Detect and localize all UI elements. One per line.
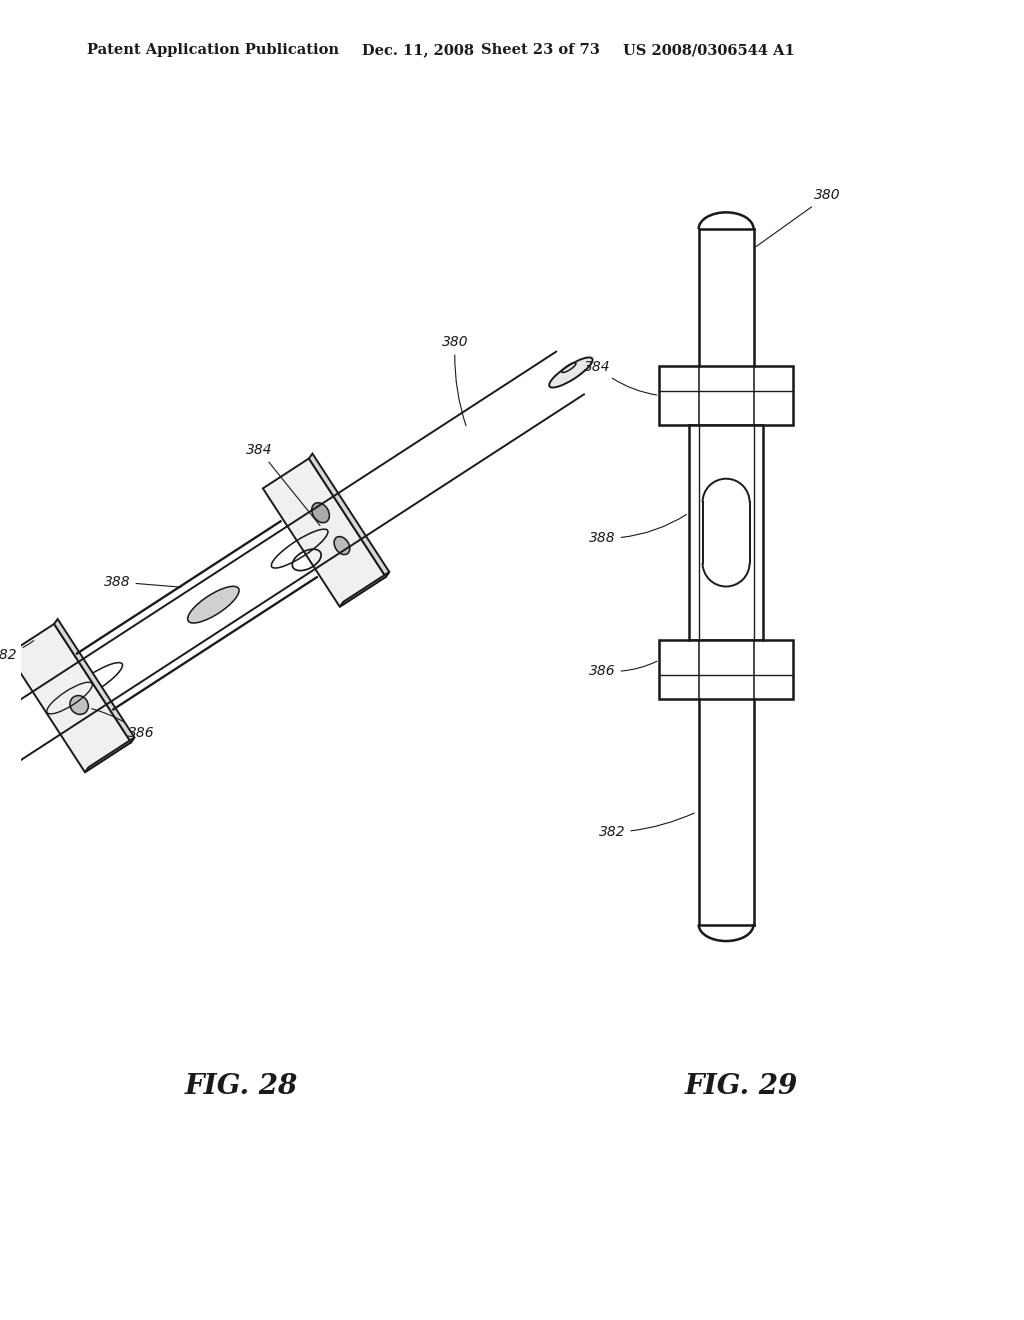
Polygon shape xyxy=(309,454,389,577)
Text: 388: 388 xyxy=(103,576,181,589)
Bar xyxy=(659,640,793,700)
Text: FIG. 28: FIG. 28 xyxy=(184,1073,298,1100)
Text: 384: 384 xyxy=(246,444,321,525)
Text: Sheet 23 of 73: Sheet 23 of 73 xyxy=(481,44,600,58)
Polygon shape xyxy=(85,738,134,772)
Text: Dec. 11, 2008: Dec. 11, 2008 xyxy=(361,44,473,58)
Text: 380: 380 xyxy=(756,189,841,247)
Ellipse shape xyxy=(311,503,330,523)
Text: 384: 384 xyxy=(584,360,656,395)
Text: Patent Application Publication: Patent Application Publication xyxy=(87,44,339,58)
Text: FIG. 29: FIG. 29 xyxy=(684,1073,798,1100)
Ellipse shape xyxy=(549,358,593,388)
Text: US 2008/0306544 A1: US 2008/0306544 A1 xyxy=(624,44,795,58)
Text: 382: 382 xyxy=(0,640,34,661)
Polygon shape xyxy=(54,619,134,742)
Ellipse shape xyxy=(187,586,239,623)
Ellipse shape xyxy=(334,536,350,554)
Ellipse shape xyxy=(70,696,88,714)
Polygon shape xyxy=(340,572,389,607)
Bar xyxy=(659,366,793,425)
Text: 380: 380 xyxy=(442,335,469,425)
Text: 388: 388 xyxy=(589,515,686,545)
Text: 382: 382 xyxy=(599,813,694,840)
Text: 386: 386 xyxy=(91,709,155,741)
Text: 386: 386 xyxy=(589,661,657,677)
Polygon shape xyxy=(8,624,131,772)
Polygon shape xyxy=(263,458,386,607)
